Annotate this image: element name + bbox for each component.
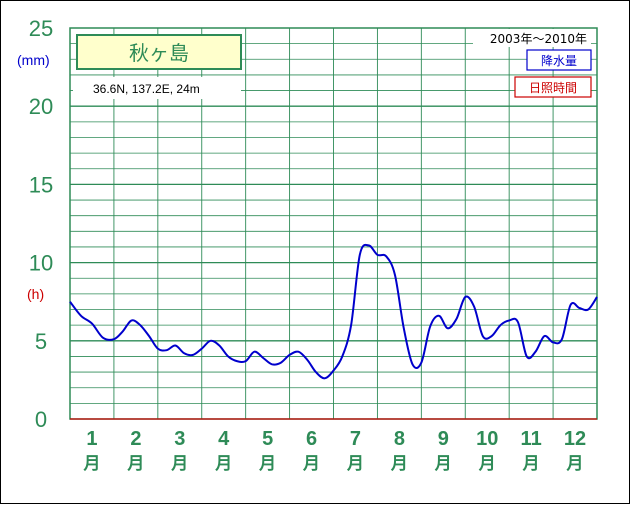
y-ticks: 0 5 10 15 20 25 <box>29 16 53 432</box>
month-suffix-label: 月 <box>170 454 188 474</box>
y-tick-label: 15 <box>29 172 53 197</box>
month-number-label: 6 <box>306 428 317 450</box>
month-number-label: 4 <box>218 428 230 450</box>
month-suffix-label: 月 <box>82 454 100 474</box>
month-number-label: 1 <box>86 428 97 450</box>
sun-unit-label: (h) <box>27 286 44 302</box>
y-tick-label: 5 <box>35 329 47 354</box>
title-box: 秋ヶ島 <box>76 34 242 70</box>
month-labels: 1 月 2 月 3 月 4 月 5 月 6 月 7 月 8 月 9 月 10 月 11 月 12 月 <box>82 428 586 474</box>
month-number-label: 2 <box>130 428 141 450</box>
month-number-label: 10 <box>476 428 498 450</box>
chart-title: 秋ヶ島 <box>129 41 189 65</box>
month-number-label: 8 <box>394 428 405 450</box>
month-number-label: 5 <box>262 428 273 450</box>
legend-sun-box <box>514 76 592 98</box>
precipitation-line <box>69 243 598 380</box>
month-suffix-label: 月 <box>346 454 364 474</box>
title-box-border <box>76 34 242 70</box>
precip-unit-label: (mm) <box>17 52 50 68</box>
month-suffix-label: 月 <box>126 454 144 474</box>
legend-precip-label: 降水量 <box>541 54 577 68</box>
month-number-label: 9 <box>438 428 449 450</box>
month-suffix-label: 月 <box>566 454 584 474</box>
month-suffix-label: 月 <box>302 454 320 474</box>
y-tick-label: 25 <box>29 16 53 41</box>
y-tick-label: 10 <box>29 251 53 276</box>
legend: 降水量 日照時間 <box>514 49 592 98</box>
month-suffix-label: 月 <box>522 454 540 474</box>
month-suffix-label: 月 <box>434 454 452 474</box>
coords-background <box>73 77 241 99</box>
legend-precip-box <box>526 49 592 71</box>
legend-sun-label: 日照時間 <box>529 81 577 95</box>
month-suffix-label: 月 <box>258 454 276 474</box>
month-number-label: 11 <box>521 428 542 450</box>
month-number-label: 7 <box>350 428 361 450</box>
month-number-label: 12 <box>564 428 586 450</box>
y-tick-label: 20 <box>29 94 53 119</box>
month-suffix-label: 月 <box>390 454 408 474</box>
month-number-label: 3 <box>174 428 185 450</box>
period-label: 2003年〜2010年 <box>490 32 587 46</box>
month-suffix-label: 月 <box>214 454 232 474</box>
location-coordinates: 36.6N, 137.2E, 24m <box>93 82 200 96</box>
month-suffix-label: 月 <box>478 454 496 474</box>
period-background <box>473 29 591 47</box>
y-tick-label: 0 <box>35 407 47 432</box>
